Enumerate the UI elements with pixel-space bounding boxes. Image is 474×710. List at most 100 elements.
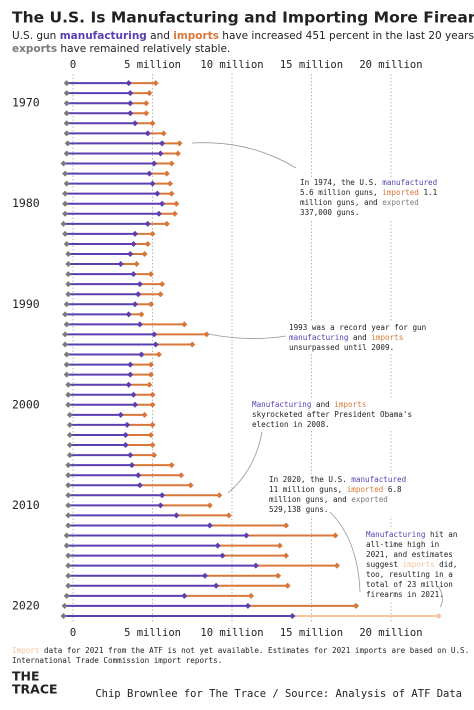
manufacturing-dot	[132, 401, 139, 408]
annotation-span: 11 million guns,	[269, 485, 347, 494]
imports-dot	[141, 411, 148, 418]
exports-dot	[65, 251, 72, 257]
annotation-span: imports	[403, 560, 435, 569]
imports-dot	[283, 522, 290, 529]
manufacturing-dot	[144, 220, 151, 227]
exports-dot	[64, 140, 71, 147]
manufacturing-dot	[132, 230, 139, 237]
imports-dot	[225, 512, 232, 519]
annotation-span: firearms in 2021.	[366, 590, 444, 599]
y-tick-label: 1970	[12, 96, 40, 110]
manufacturing-dot	[136, 281, 143, 288]
logo: THE	[12, 669, 40, 684]
annotation: 529,138 guns.	[269, 505, 328, 514]
manufacturing-dot	[128, 462, 135, 469]
annotation-span: Manufacturing	[366, 530, 425, 539]
annotation-span: imports	[371, 333, 403, 342]
exports-dot	[65, 522, 72, 529]
imports-dot	[171, 210, 178, 217]
annotation-span: Manufacturing	[252, 400, 311, 409]
manufacturing-dot	[125, 311, 132, 318]
manufacturing-dot	[117, 411, 124, 418]
manufacturing-dot	[243, 532, 250, 539]
y-tick-label: 1980	[12, 196, 40, 210]
annotation-span: million guns, and	[269, 495, 351, 504]
exports-dot	[62, 210, 69, 217]
subtitle-span: have increased 451 percent in the last 2…	[219, 30, 474, 42]
imports-dot	[143, 110, 150, 117]
exports-dot	[65, 472, 72, 479]
manufacturing-dot	[244, 602, 251, 609]
credit: Chip Brownlee for The Trace / Source: An…	[95, 688, 462, 700]
exports-dot	[63, 371, 70, 378]
exports-dot	[66, 452, 73, 459]
exports-dot	[66, 421, 73, 428]
exports-dot	[63, 130, 70, 137]
manufacturing-dot	[159, 492, 166, 499]
footnote: Import data for 2021 from the ATF is not…	[12, 646, 469, 655]
manufacturing-dot	[146, 170, 153, 177]
exports-dot	[66, 442, 73, 449]
exports-dot	[63, 240, 70, 247]
imports-dot	[149, 421, 156, 428]
annotation: million guns, and exported	[300, 198, 419, 207]
annotation-span: too, resulting in a	[366, 570, 453, 579]
imports-dot	[352, 602, 359, 609]
annotation-span: unsurpassed until 2009.	[289, 343, 394, 352]
annotation: firearms in 2021.	[366, 590, 444, 599]
annotation: skyrocketed after President Obama's	[252, 410, 412, 419]
imports-dot	[168, 190, 175, 197]
manufacturing-dot	[149, 180, 156, 187]
exports-dot	[65, 562, 72, 569]
exports-dot	[63, 120, 70, 127]
exports-dot	[63, 321, 70, 328]
annotation-span: all-time high in	[366, 540, 439, 549]
annotation-span: 5.6 million guns,	[300, 188, 382, 197]
annotation: all-time high in	[366, 540, 439, 549]
manufacturing-dot	[206, 522, 213, 529]
manufacturing-dot	[155, 210, 162, 217]
annotation-span: 6.8	[383, 485, 402, 494]
imports-dot	[163, 170, 170, 177]
manufacturing-dot	[122, 442, 129, 449]
manufacturing-dot	[130, 271, 137, 278]
manufacturing-dot	[144, 130, 151, 137]
manufacturing-dot	[127, 361, 134, 368]
manufacturing-dot	[135, 291, 142, 298]
exports-dot	[63, 180, 70, 187]
annotation: election in 2008.	[252, 420, 330, 429]
imports-dot	[146, 90, 153, 97]
exports-dot	[62, 190, 69, 197]
manufacturing-dot	[151, 160, 158, 167]
imports-dot	[159, 281, 166, 288]
imports-dot	[143, 100, 150, 107]
imports-dot	[284, 582, 291, 589]
annotation-span: imported	[347, 485, 384, 494]
x-tick-label: 0	[70, 627, 76, 639]
annotation-span: manufacturing	[289, 333, 348, 342]
x-tick-label: 10 million	[200, 59, 263, 71]
subtitle-span: exports	[12, 43, 57, 55]
exports-dot	[61, 602, 68, 609]
manufacturing-dot	[130, 391, 137, 398]
imports-dot	[187, 482, 194, 489]
exports-dot	[63, 301, 70, 308]
exports-dot	[65, 291, 72, 298]
subtitle: exports have remained relatively stable.	[12, 43, 230, 55]
y-tick-label: 2000	[12, 397, 40, 411]
exports-dot	[62, 200, 69, 207]
annotation: 5.6 million guns, imported 1.1	[300, 188, 438, 197]
annotation-span: million guns, and	[300, 198, 382, 207]
annotation-span: hit an	[425, 530, 457, 539]
imports-dot	[216, 492, 223, 499]
exports-dot	[63, 361, 70, 368]
annotation-span: suggest	[366, 560, 403, 569]
annotation-span: In 2020, the U.S.	[269, 475, 351, 484]
imports-dot	[147, 271, 154, 278]
annotation-span: total of 23 million	[366, 580, 453, 589]
annotation: Manufacturing and imports	[252, 400, 366, 409]
manufacturing-dot	[151, 331, 158, 338]
logo: TRACE	[12, 682, 58, 697]
annotation: Manufacturing hit an	[366, 530, 457, 539]
